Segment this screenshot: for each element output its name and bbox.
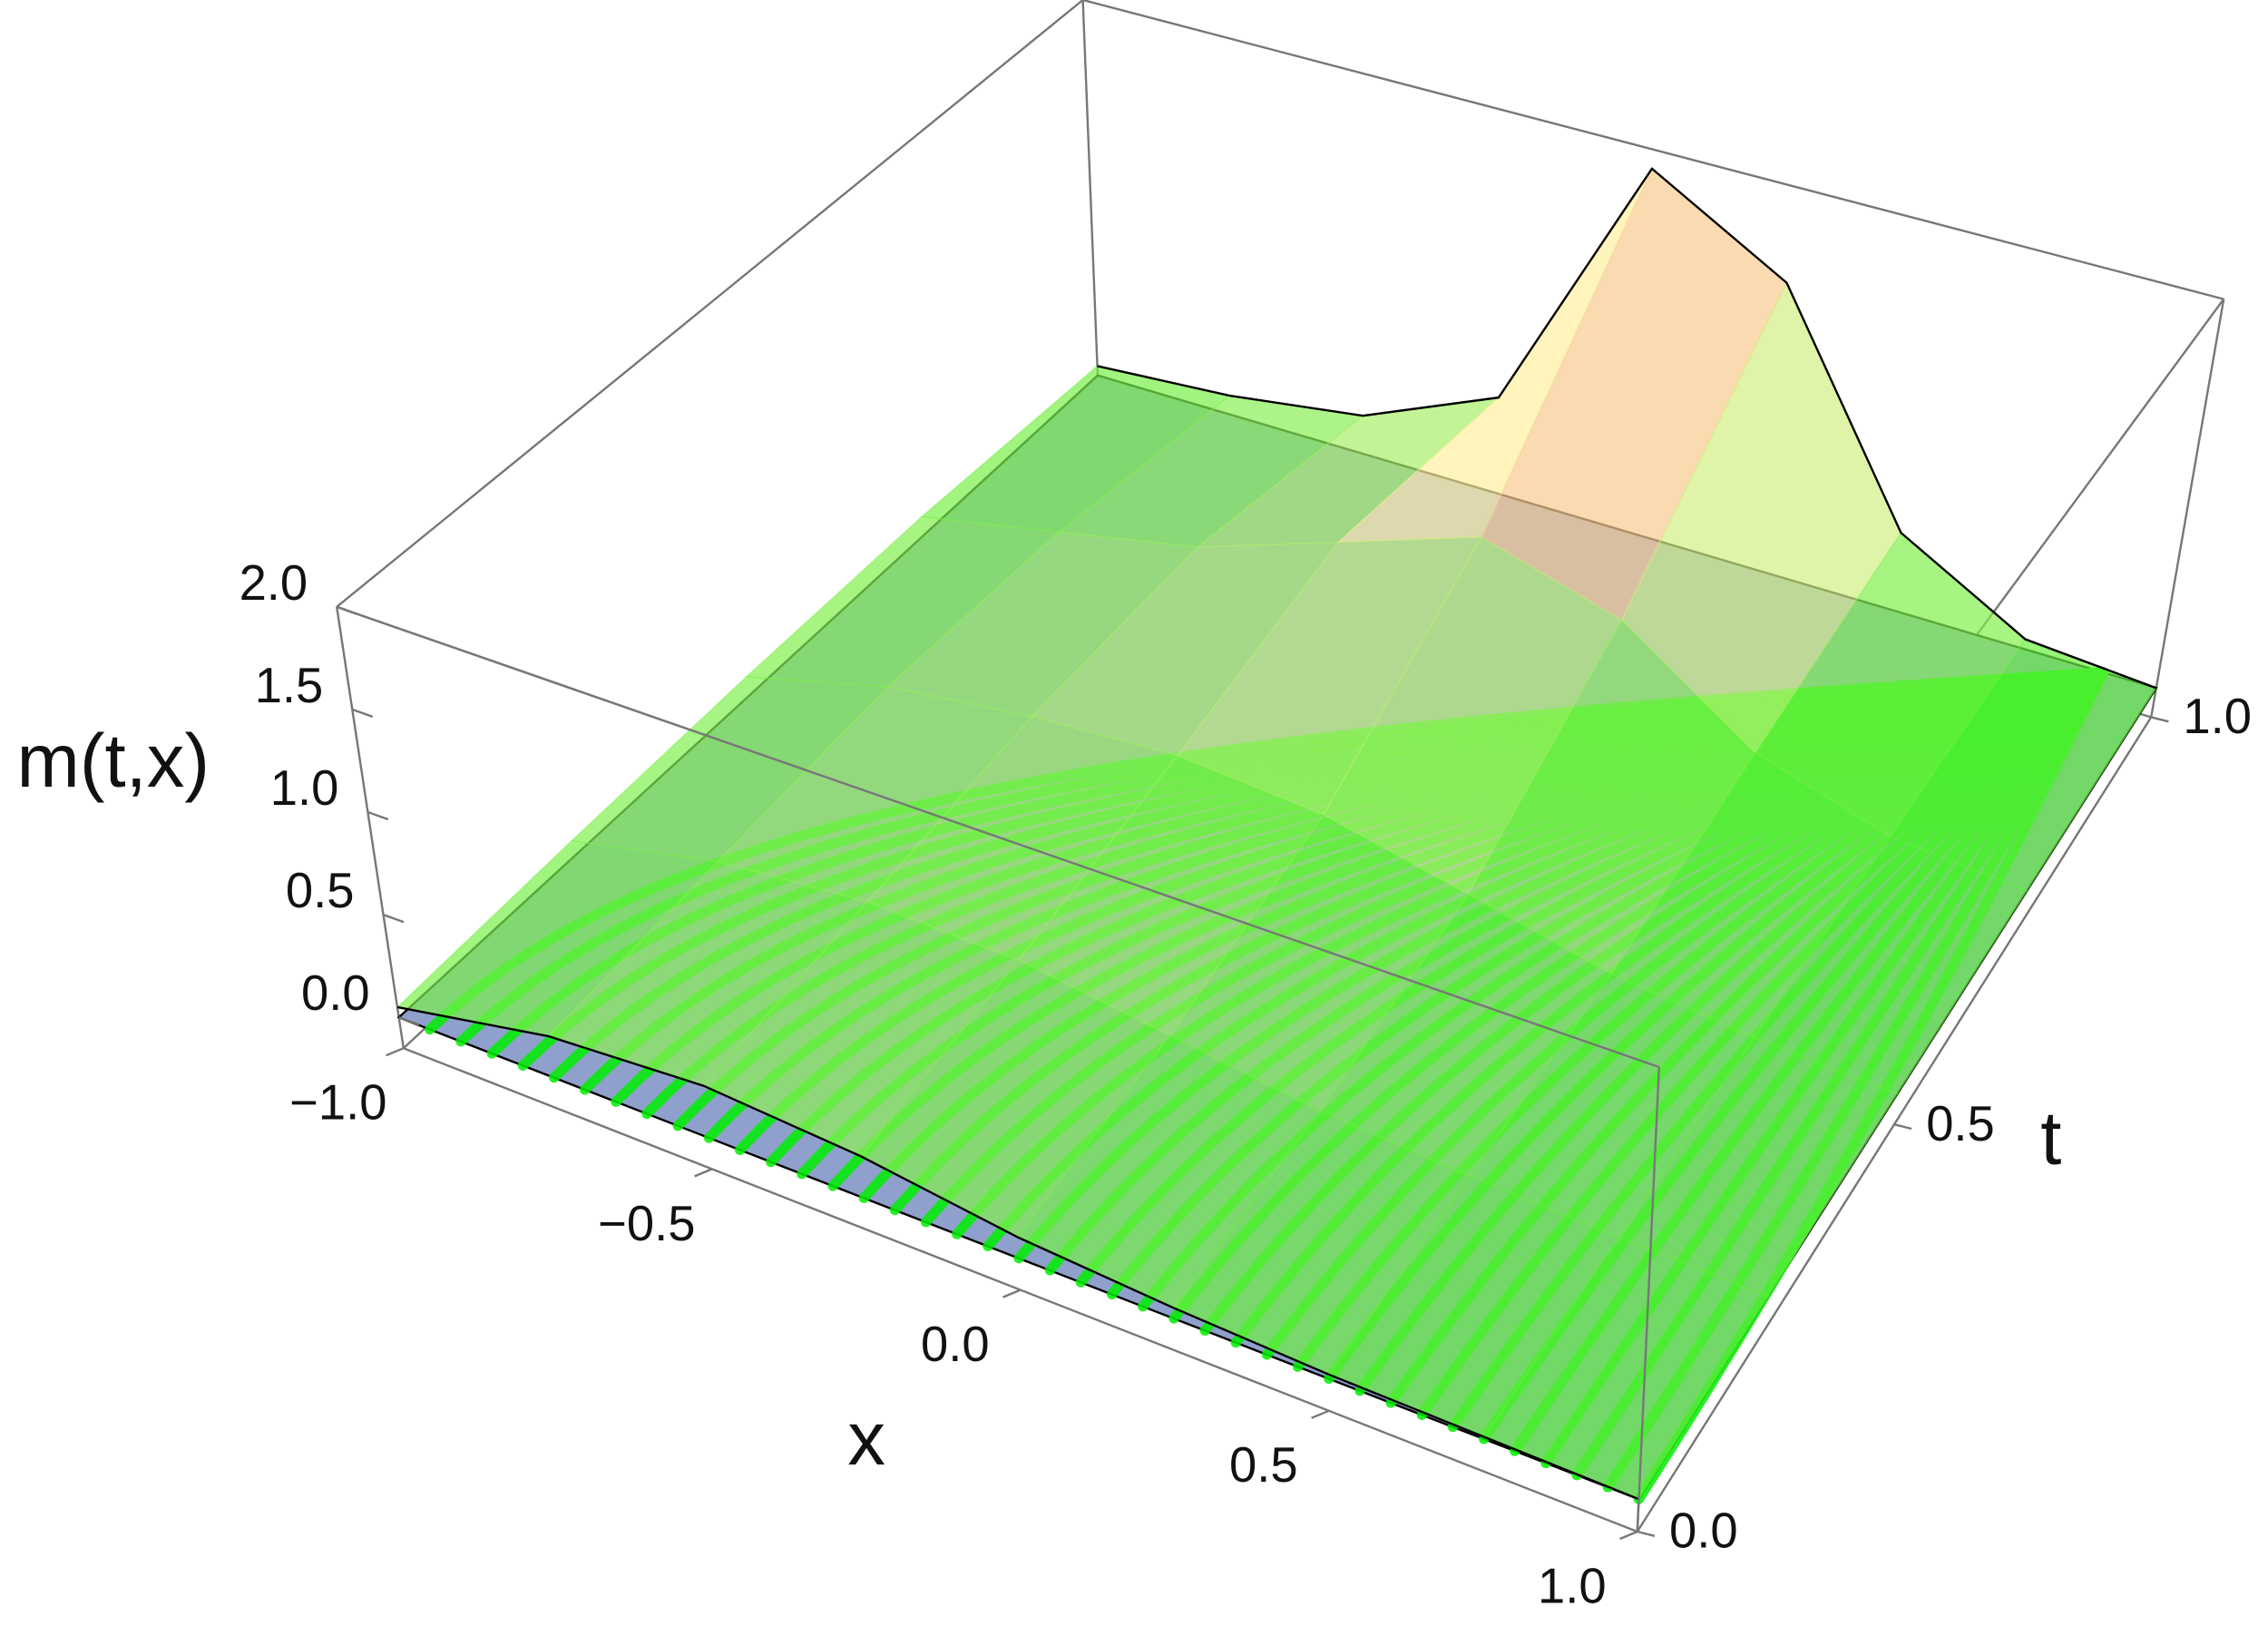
y-tick bbox=[1893, 1123, 1912, 1131]
box-edge bbox=[1082, 0, 2224, 300]
plot: −1.0 −0.5 0.0 0.5 1.0 0.0 0.5 1.0 0.0 0.5 1.0 1.5 2.… bbox=[17, 0, 2252, 1613]
z-tick-label: 1.0 bbox=[270, 760, 339, 816]
x-tick bbox=[694, 1168, 713, 1178]
box-edge bbox=[336, 605, 1660, 1069]
z-axis-label: m(t,x) bbox=[17, 719, 210, 803]
y-tick-label: 1.0 bbox=[2183, 689, 2252, 744]
z-tick bbox=[351, 708, 374, 719]
y-tick bbox=[1637, 1530, 1656, 1537]
z-tick bbox=[398, 1016, 420, 1026]
y-tick-label: 0.0 bbox=[1669, 1504, 1738, 1559]
z-tick bbox=[367, 810, 389, 821]
box-edge bbox=[1081, 0, 1100, 404]
box-edge bbox=[336, 606, 405, 1049]
x-tick-label: 0.0 bbox=[921, 1317, 990, 1372]
x-tick bbox=[1002, 1288, 1022, 1298]
x-axis-label: x bbox=[847, 1396, 885, 1481]
x-tick-label: 1.0 bbox=[1538, 1558, 1607, 1613]
x-tick-label: −0.5 bbox=[598, 1196, 695, 1251]
surface-edge bbox=[1097, 167, 2157, 690]
surface-edge bbox=[396, 1005, 1639, 1501]
box-edge bbox=[2150, 299, 2225, 718]
surface-patch bbox=[1618, 1036, 1899, 1298]
y-axis-label: t bbox=[2040, 1096, 2061, 1180]
z-tick-label: 0.5 bbox=[286, 863, 355, 918]
z-tick bbox=[383, 914, 405, 924]
x-tick-label: −1.0 bbox=[289, 1075, 386, 1131]
z-tick-label: 2.0 bbox=[240, 555, 308, 611]
z-tick-label: 0.0 bbox=[301, 965, 370, 1021]
x-tick bbox=[1311, 1409, 1330, 1419]
box-edge bbox=[336, 0, 1084, 608]
z-tick bbox=[336, 605, 358, 615]
y-tick bbox=[2150, 716, 2169, 723]
x-tick bbox=[386, 1047, 405, 1057]
y-tick-label: 0.5 bbox=[1926, 1096, 1995, 1151]
z-tick-label: 1.5 bbox=[255, 658, 324, 713]
x-tick bbox=[1619, 1530, 1638, 1541]
x-tick-label: 0.5 bbox=[1229, 1437, 1298, 1493]
box-edge bbox=[1636, 1066, 1660, 1533]
